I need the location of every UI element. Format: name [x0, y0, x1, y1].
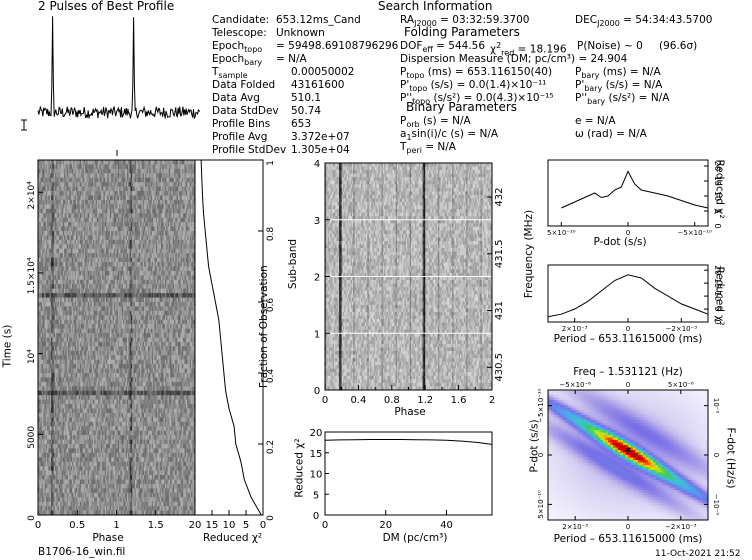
profile-line: [38, 16, 200, 118]
profile-plot: [21, 16, 200, 156]
